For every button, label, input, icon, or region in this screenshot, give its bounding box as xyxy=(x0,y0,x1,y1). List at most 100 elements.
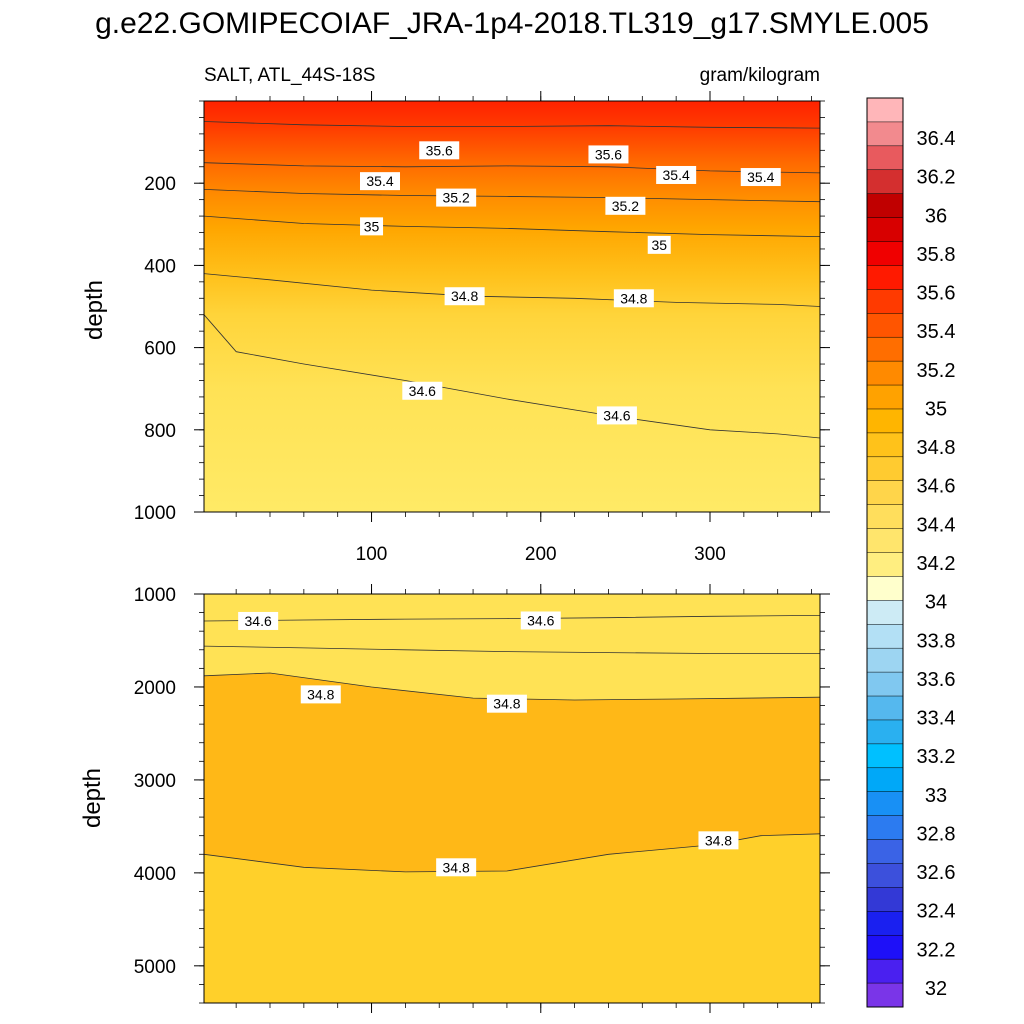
upper-contour-label-3: 35.4 xyxy=(656,165,697,184)
lower-contour-label-2: 34.8 xyxy=(300,685,341,704)
colorbar-label-12: 34 xyxy=(925,592,947,614)
colorbar-swatch-28 xyxy=(867,767,903,793)
upper-contour-line-5 xyxy=(203,314,821,439)
colorbar-swatch-29 xyxy=(867,791,903,817)
colorbar-swatch-15 xyxy=(867,456,903,482)
upper-contour-label-2: 35.4 xyxy=(360,172,400,191)
colorbar-swatch-24 xyxy=(867,672,903,697)
lower-panel: 34.6 34.6 34.8 34.8 34.8 34.8 1000 2000 3000 400… xyxy=(79,584,830,1013)
lower-contour-label-3: 34.8 xyxy=(486,694,527,713)
svg-text:35.4: 35.4 xyxy=(663,167,690,183)
colorbar-swatch-1 xyxy=(867,121,903,147)
units-label: gram/kilogram xyxy=(700,65,820,86)
upper-contour-label-7: 35 xyxy=(360,217,384,236)
lower-contour-labels: 34.6 34.6 34.8 34.8 34.8 34.8 xyxy=(238,611,739,877)
colorbar-swatch-0 xyxy=(867,98,903,123)
colorbar-label-20: 32.4 xyxy=(917,901,956,923)
colorbar-label-9: 34.6 xyxy=(917,476,956,498)
colorbar-label-3: 35.8 xyxy=(917,244,956,266)
colorbar-swatch-22 xyxy=(867,624,903,649)
upper-contour-label-5: 35.2 xyxy=(436,188,477,207)
upper-axis-ticks: 200 400 600 800 1000 100 200 300 xyxy=(134,91,830,565)
colorbar-label-14: 33.6 xyxy=(917,669,956,691)
lower-upper-region xyxy=(204,594,820,700)
upper-contour-lines xyxy=(203,121,821,439)
colorbar-swatch-2 xyxy=(867,145,903,171)
svg-text:34.6: 34.6 xyxy=(409,383,436,399)
upper-contour-label-11: 34.6 xyxy=(402,381,443,400)
colorbar-label-15: 33.4 xyxy=(917,708,956,730)
svg-text:35.6: 35.6 xyxy=(595,146,622,162)
colorbar-swatch-7 xyxy=(867,265,903,290)
lower-contour-label-0: 34.6 xyxy=(238,611,279,630)
svg-text:34.8: 34.8 xyxy=(493,696,520,712)
colorbar-label-4: 35.6 xyxy=(917,283,956,305)
lower-deep-region xyxy=(204,833,820,1003)
upper-contour-label-9: 34.8 xyxy=(444,287,485,306)
lower-contour-line-3 xyxy=(203,833,821,873)
colorbar-swatch-26 xyxy=(867,719,903,745)
svg-text:34.6: 34.6 xyxy=(527,612,554,628)
lower-contour-label-5: 34.8 xyxy=(436,858,477,877)
upper-y-tick-label-2: 600 xyxy=(144,339,176,360)
colorbar-label-11: 34.2 xyxy=(917,553,956,575)
colorbar-swatch-9 xyxy=(867,313,903,338)
svg-text:34.6: 34.6 xyxy=(245,613,272,629)
svg-text:35.6: 35.6 xyxy=(426,142,453,158)
colorbar-swatch-5 xyxy=(867,217,903,243)
svg-text:34.6: 34.6 xyxy=(603,407,630,423)
svg-text:34.8: 34.8 xyxy=(307,686,334,702)
colorbar-label-16: 33.2 xyxy=(917,746,956,768)
colorbar-label-0: 36.4 xyxy=(917,128,956,150)
upper-contour-label-12: 34.6 xyxy=(596,406,637,425)
colorbar-label-2: 36 xyxy=(925,205,947,227)
colorbar-swatch-31 xyxy=(867,839,903,864)
colorbar-label-6: 35.2 xyxy=(917,360,956,382)
colorbar-label-21: 32.2 xyxy=(917,939,956,961)
colorbar-swatch-6 xyxy=(867,241,903,266)
colorbar-swatch-14 xyxy=(867,432,903,458)
colorbar-swatch-27 xyxy=(867,743,903,769)
svg-text:34.8: 34.8 xyxy=(451,288,478,304)
upper-contour-line-1 xyxy=(203,162,821,174)
colorbar-swatch-23 xyxy=(867,648,903,673)
upper-x-tick-label-1: 200 xyxy=(525,544,557,565)
lower-y-axis-label: depth xyxy=(79,768,106,828)
svg-text:35.2: 35.2 xyxy=(443,190,470,206)
colorbar-swatch-21 xyxy=(867,600,903,625)
lower-contour-line-1 xyxy=(203,645,820,654)
colorbar-label-17: 33 xyxy=(925,785,947,807)
colorbar-label-19: 32.6 xyxy=(917,862,956,884)
upper-y-tick-label-3: 800 xyxy=(144,421,176,442)
lower-contour-lines xyxy=(203,594,821,1003)
lower-y-tick-label-1: 2000 xyxy=(134,678,176,699)
upper-contour-label-1: 35.6 xyxy=(588,145,629,164)
colorbar-frame xyxy=(866,97,904,1008)
variable-label: SALT, ATL_44S-18S xyxy=(204,65,375,86)
svg-text:35.4: 35.4 xyxy=(366,173,393,189)
svg-text:35: 35 xyxy=(651,237,667,253)
upper-contour-line-4 xyxy=(203,273,821,307)
colorbar-swatch-33 xyxy=(867,887,903,912)
lower-contour-line-2 xyxy=(203,672,821,701)
upper-plot-frame xyxy=(203,100,821,513)
lower-contour-label-1: 34.6 xyxy=(520,611,561,630)
upper-panel: SALT, ATL_44S-18S gram/kilogram 35.6 35.6… xyxy=(81,65,830,565)
colorbar-swatch-4 xyxy=(867,193,903,219)
upper-y-tick-label-0: 200 xyxy=(144,174,176,195)
svg-text:35.2: 35.2 xyxy=(612,198,639,214)
colorbar-swatch-17 xyxy=(867,504,903,530)
lower-y-tick-label-2: 3000 xyxy=(134,771,176,792)
upper-plot-fill xyxy=(204,101,820,512)
upper-contour-label-6: 35.2 xyxy=(605,196,646,215)
colorbar-label-1: 36.2 xyxy=(917,167,956,189)
colorbar-swatch-34 xyxy=(867,911,903,936)
colorbar-label-13: 33.8 xyxy=(917,630,956,652)
colorbar-swatch-16 xyxy=(867,480,903,506)
lower-y-tick-label-4: 5000 xyxy=(134,957,176,978)
svg-text:34.8: 34.8 xyxy=(620,290,647,306)
upper-contour-label-10: 34.8 xyxy=(613,289,654,308)
colorbar-swatch-30 xyxy=(867,815,903,841)
lower-contour-label-4: 34.8 xyxy=(698,831,739,850)
